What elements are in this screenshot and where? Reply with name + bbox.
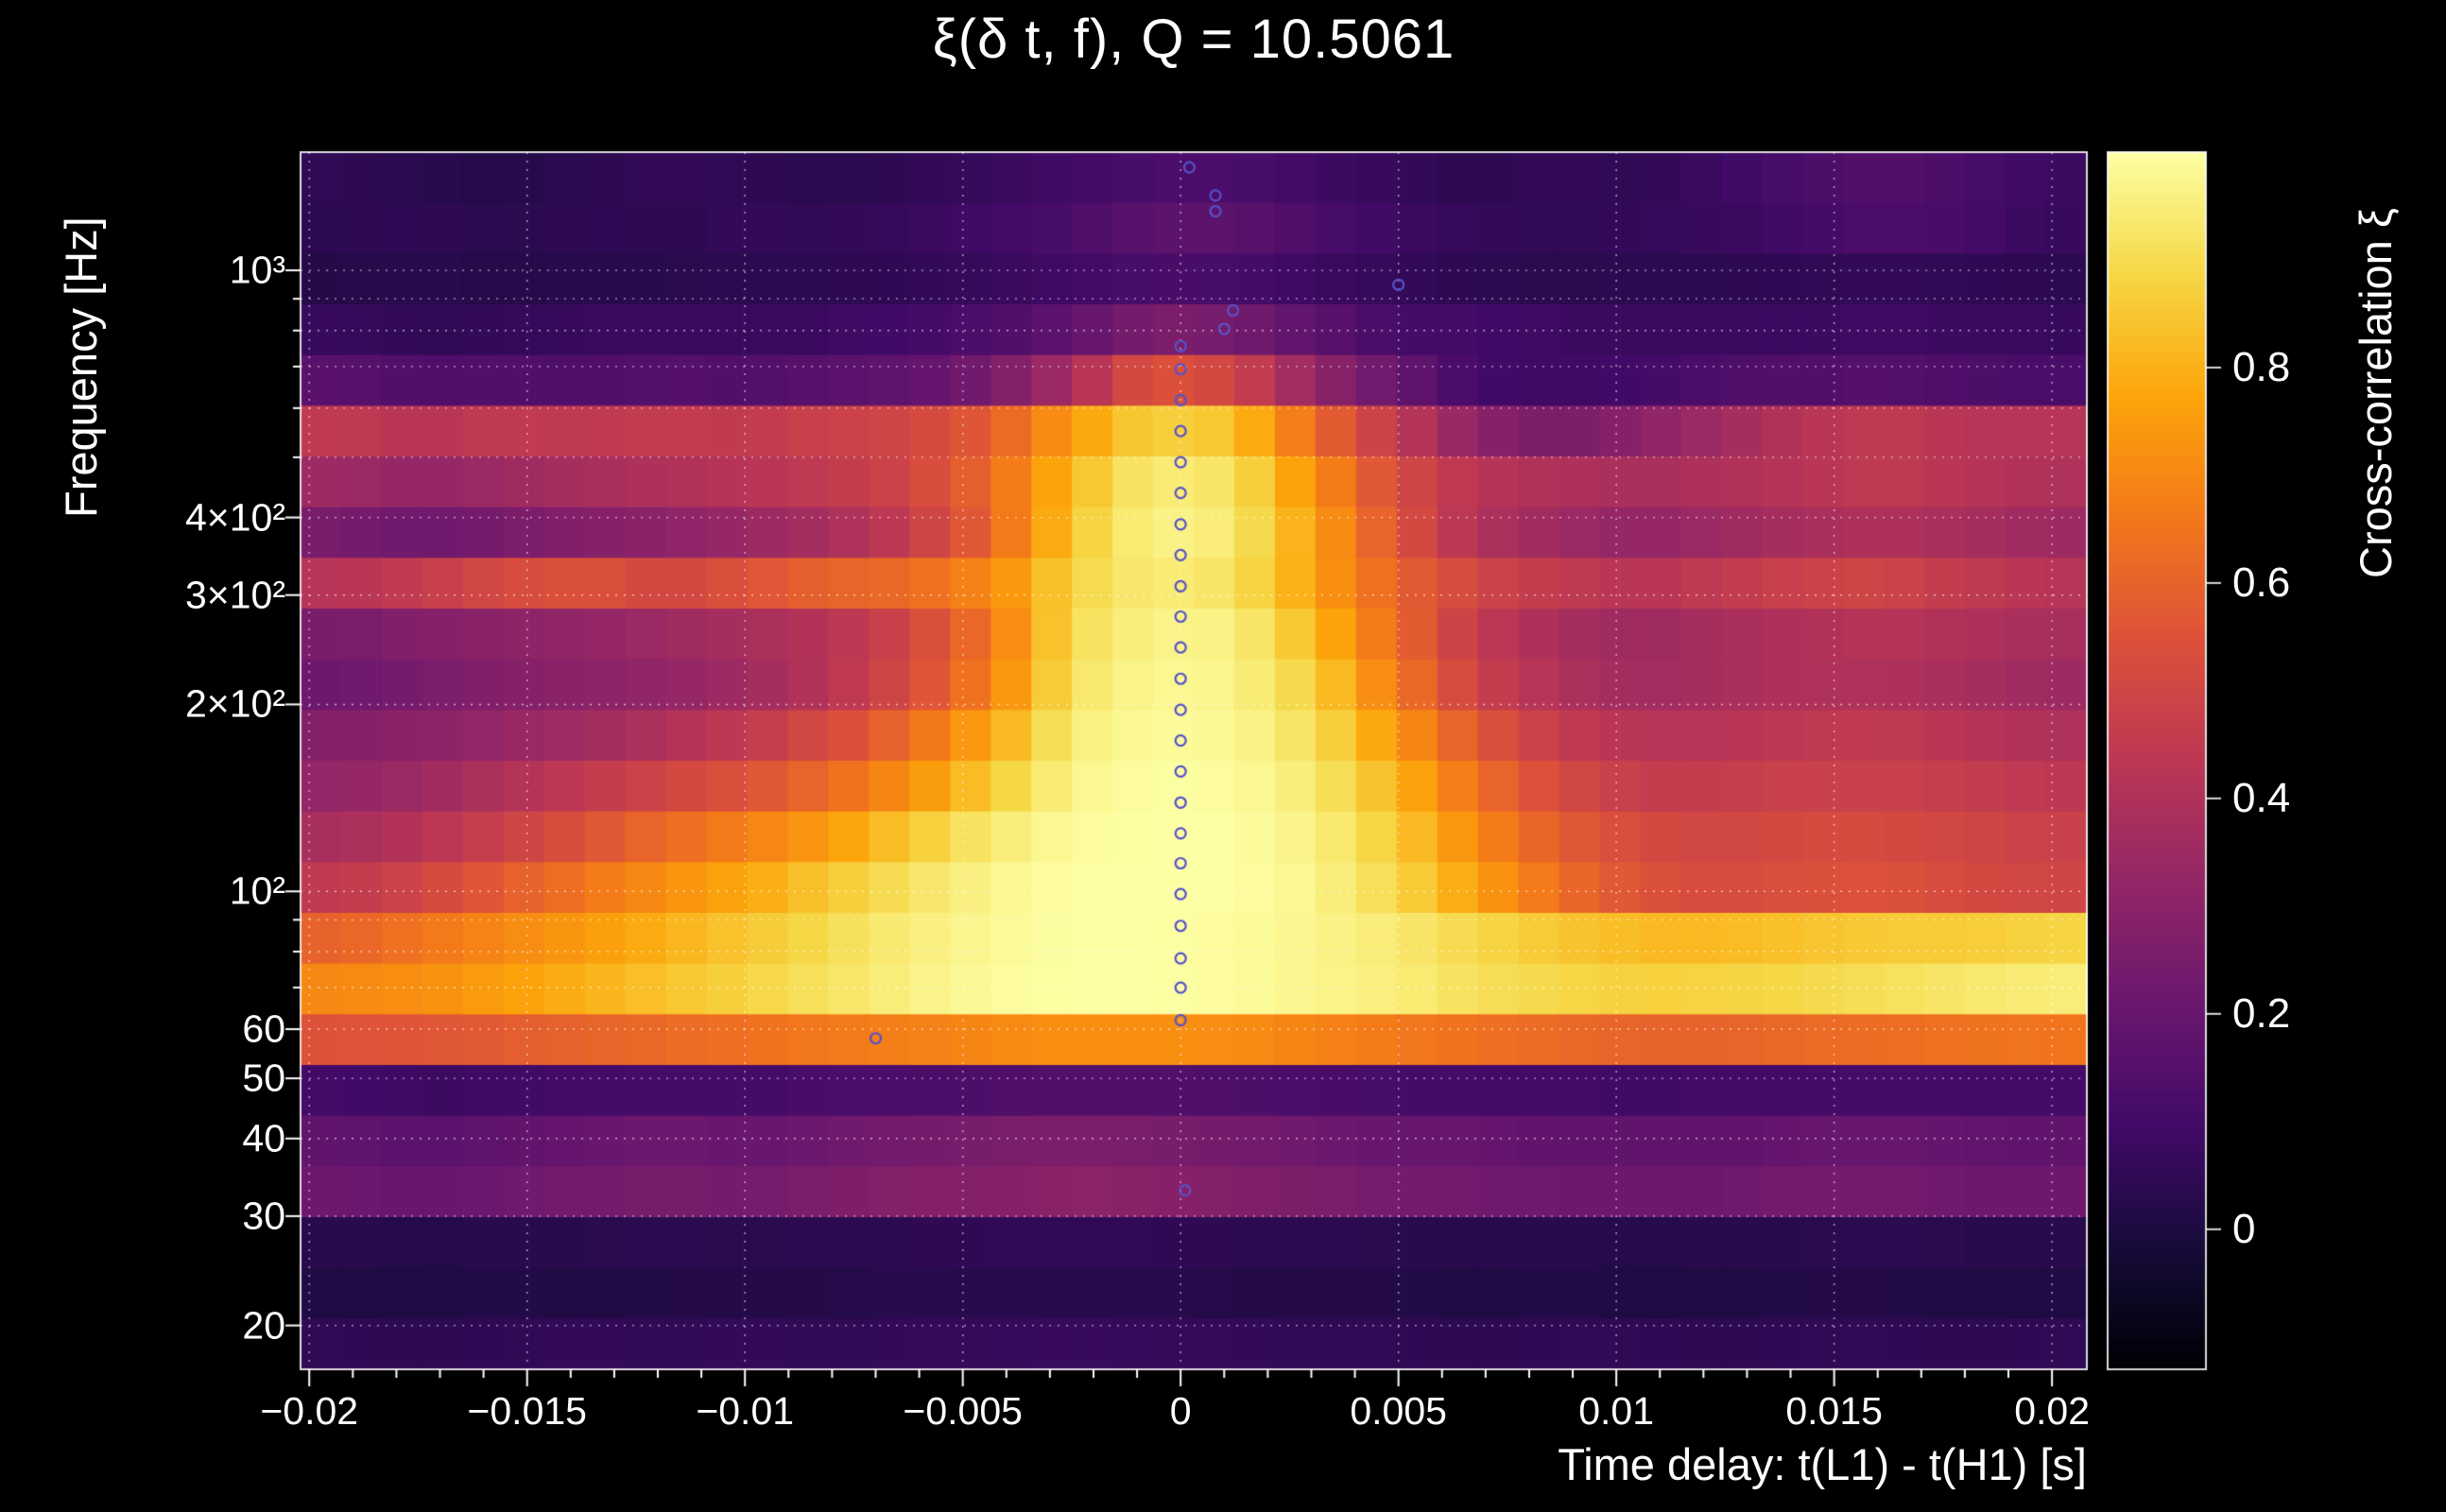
colorbar-title: Cross-correlation ξ	[2351, 208, 2401, 578]
x-axis-title: Time delay: t(L1) - t(H1) [s]	[1558, 1439, 2087, 1489]
page-title: ξ(δ t, f), Q = 10.5061	[932, 9, 1456, 70]
y-axis-title: Frequency [Hz]	[56, 216, 106, 518]
